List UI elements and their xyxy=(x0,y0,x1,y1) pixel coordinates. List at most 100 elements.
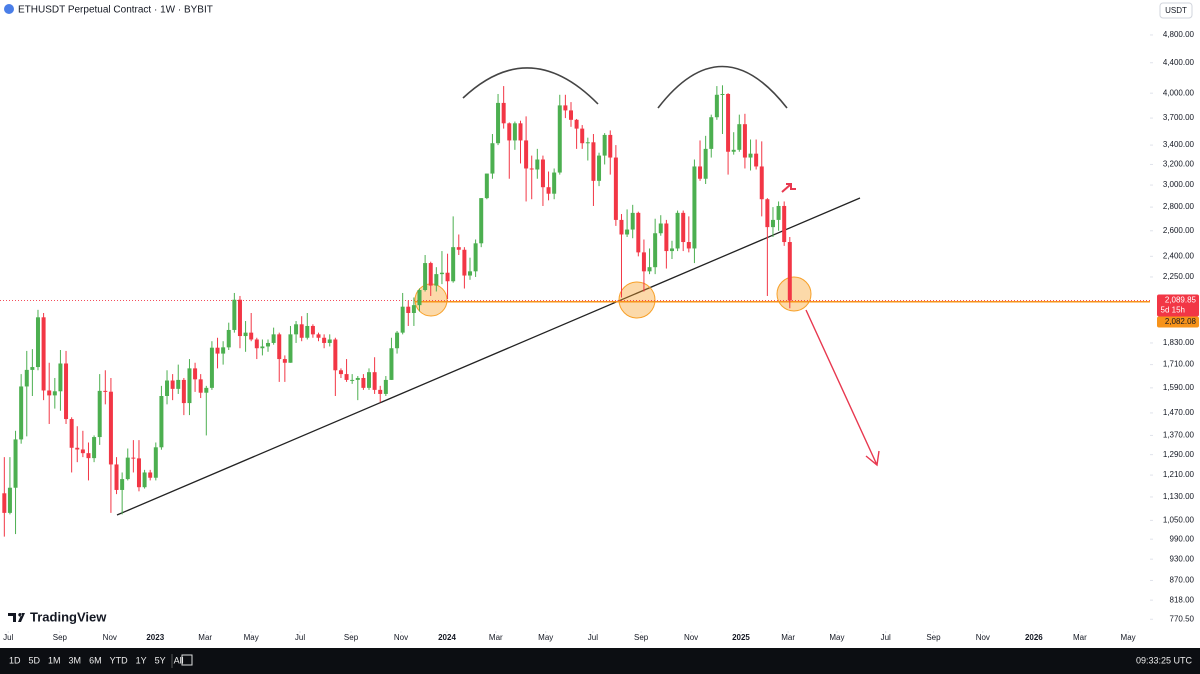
candle-body xyxy=(630,212,635,230)
candle-body xyxy=(591,142,596,181)
x-tick-label: Sep xyxy=(634,633,649,642)
candle-body xyxy=(271,334,276,343)
y-tick-label: 1,370.00 xyxy=(1163,431,1195,440)
candle-body xyxy=(625,229,630,235)
range-button[interactable]: YTD xyxy=(110,655,129,665)
candle-body xyxy=(237,299,242,337)
candle-body xyxy=(770,219,775,228)
arc-right xyxy=(657,65,788,109)
candle-body xyxy=(260,346,265,349)
candle-body xyxy=(148,472,153,478)
candle-body xyxy=(294,324,299,335)
x-tick-label: May xyxy=(1121,633,1136,642)
candle-body xyxy=(675,212,680,249)
candle-body xyxy=(580,128,585,144)
symbol-icon xyxy=(4,4,14,14)
candle-body xyxy=(664,223,669,252)
x-tick-label: Nov xyxy=(976,633,990,642)
calendar-icon[interactable] xyxy=(181,654,193,666)
candle-body xyxy=(97,390,102,438)
x-tick-label: 2024 xyxy=(438,633,456,642)
range-button[interactable]: 6M xyxy=(89,655,102,665)
candle-body xyxy=(2,493,7,513)
range-button[interactable]: 1M xyxy=(48,655,61,665)
y-tick-label: 4,000.00 xyxy=(1163,88,1195,97)
currency-label[interactable]: USDT xyxy=(1165,6,1187,15)
candle-body xyxy=(507,123,512,141)
candle-body xyxy=(64,363,69,420)
candle-body xyxy=(501,102,506,124)
candle-body xyxy=(692,166,697,249)
candle-body xyxy=(7,487,12,513)
marks: 4,800.00 4,400.00 4,000.00 3,700.00 3,400.00… xyxy=(0,30,1199,642)
candle-body xyxy=(13,439,18,488)
candle-body xyxy=(434,274,439,286)
candle-body xyxy=(108,391,113,465)
candle-body xyxy=(613,157,618,220)
y-tick-label: 930.00 xyxy=(1170,554,1195,563)
candle-body xyxy=(86,453,91,459)
y-tick-label: 1,210.00 xyxy=(1163,470,1195,479)
candle-body xyxy=(787,242,792,301)
candle-body xyxy=(445,272,450,282)
range-button[interactable]: 1D xyxy=(9,655,21,665)
x-tick-label: Jul xyxy=(295,633,305,642)
candle-body xyxy=(658,223,663,234)
candle-body xyxy=(395,332,400,349)
range-button[interactable]: 3M xyxy=(69,655,82,665)
candle-body xyxy=(686,242,691,249)
candle-body xyxy=(204,387,209,393)
candle-body xyxy=(389,348,394,380)
y-tick-label: 818.00 xyxy=(1170,595,1195,604)
candle-body xyxy=(125,457,130,480)
candle-body xyxy=(731,149,736,152)
trend-line xyxy=(116,197,861,516)
toolbar xyxy=(0,648,1200,674)
candle-body xyxy=(496,102,501,144)
x-tick-label: 2023 xyxy=(146,633,164,642)
x-tick-label: May xyxy=(244,633,259,642)
candle-body xyxy=(322,337,327,343)
range-button[interactable]: All xyxy=(174,655,184,665)
candle-body xyxy=(209,347,214,388)
x-tick-label: Jul xyxy=(881,633,891,642)
candle-body xyxy=(518,123,523,141)
candle-body xyxy=(367,372,372,388)
range-button[interactable]: 1Y xyxy=(136,655,147,665)
range-button[interactable]: 5Y xyxy=(155,655,166,665)
candle-body xyxy=(338,370,343,375)
candle-body xyxy=(120,479,125,490)
y-tick-label: 2,250.00 xyxy=(1163,272,1195,281)
currency-button[interactable] xyxy=(1159,2,1193,19)
x-tick-label: Mar xyxy=(489,633,503,642)
candle-body xyxy=(372,372,377,390)
candle-body xyxy=(114,464,119,490)
candle-body xyxy=(782,205,787,243)
candle-body xyxy=(653,233,658,268)
y-tick-label: 1,130.00 xyxy=(1163,492,1195,501)
x-tick-label: Sep xyxy=(926,633,941,642)
level-label: 2,082.08 xyxy=(1165,317,1197,326)
candle-body xyxy=(597,155,602,181)
candle-body xyxy=(681,212,686,243)
y-tick-label: 1,710.00 xyxy=(1163,360,1195,369)
x-tick-label: Sep xyxy=(344,633,359,642)
x-tick-label: Jul xyxy=(588,633,598,642)
candle-body xyxy=(176,379,181,389)
candle-body xyxy=(277,334,282,360)
candle-body xyxy=(406,306,411,313)
candle-body xyxy=(47,390,52,396)
candle-body xyxy=(333,339,338,371)
range-button[interactable]: 5D xyxy=(29,655,41,665)
chart-title: ETHUSDT Perpetual Contract · 1W · BYBIT xyxy=(18,5,213,16)
candle-body xyxy=(215,347,220,354)
y-tick-label: 3,000.00 xyxy=(1163,180,1195,189)
y-tick-label: 1,470.00 xyxy=(1163,408,1195,417)
candle-body xyxy=(641,252,646,272)
candle-body xyxy=(142,472,147,488)
candle-body xyxy=(742,124,747,158)
candle-body xyxy=(462,249,467,276)
candle-body xyxy=(714,94,719,118)
